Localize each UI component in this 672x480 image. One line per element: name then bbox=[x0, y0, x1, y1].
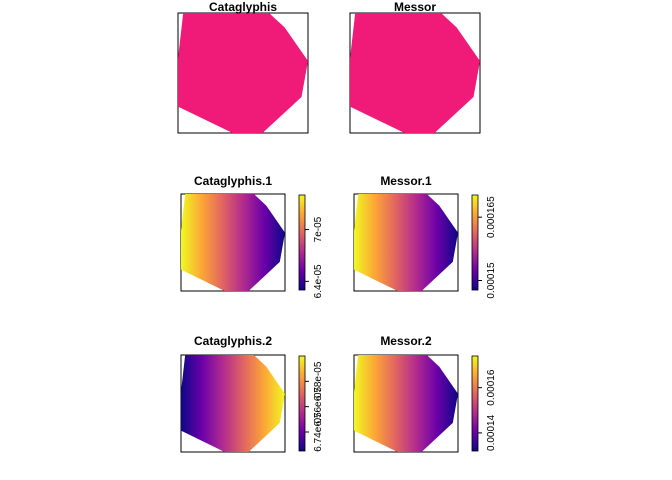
colorbar-gradient bbox=[298, 355, 306, 452]
colorbar-tick-label: 6.78e-05 bbox=[313, 361, 324, 401]
panel-messor-2: Messor.2 0.00014 0.00016 bbox=[353, 334, 497, 453]
colorbar-gradient bbox=[471, 194, 479, 291]
raster-shape bbox=[354, 194, 458, 291]
colorbar: 0.00015 0.000165 bbox=[471, 194, 497, 299]
raster-shape bbox=[181, 355, 285, 452]
raster-shape bbox=[350, 13, 480, 133]
colorbar: 6.74e-056.76e-056.78e-05 bbox=[298, 355, 324, 452]
panel-messor: Messor bbox=[349, 0, 481, 134]
colorbar-tick-label: 0.00015 bbox=[486, 262, 497, 299]
panel-messor-1: Messor.1 0.00015 0.000165 bbox=[353, 174, 497, 299]
panel-title: Messor.1 bbox=[380, 174, 432, 188]
raster-shape bbox=[354, 355, 458, 452]
panel-title: Cataglyphis bbox=[209, 0, 277, 14]
panel-title: Cataglyphis.2 bbox=[194, 334, 272, 348]
colorbar: 0.00014 0.00016 bbox=[471, 355, 497, 452]
colorbar-tick-label: 0.000165 bbox=[486, 196, 497, 238]
raster-shape bbox=[181, 194, 285, 291]
panel-cataglyphis: Cataglyphis bbox=[177, 0, 309, 134]
colorbar-tick-label: 0.00016 bbox=[486, 369, 497, 406]
colorbar-tick-label: 7e-05 bbox=[313, 216, 324, 242]
raster-shape bbox=[178, 13, 308, 133]
panel-cataglyphis-2: Cataglyphis.2 6.74e-056.76e-056.78e-05 bbox=[180, 334, 324, 453]
panel-title: Messor bbox=[394, 0, 436, 14]
colorbar-tick-label: 6.76e-05 bbox=[313, 386, 324, 426]
panel-title: Cataglyphis.1 bbox=[194, 174, 272, 188]
panel-cataglyphis-1: Cataglyphis.1 6.4e-05 7e-05 bbox=[180, 174, 324, 298]
colorbar-gradient bbox=[298, 194, 306, 291]
colorbar-gradient bbox=[471, 355, 479, 452]
colorbar-tick-label: 6.4e-05 bbox=[313, 264, 324, 298]
colorbar: 6.4e-05 7e-05 bbox=[298, 194, 324, 298]
panel-title: Messor.2 bbox=[380, 334, 432, 348]
colorbar-tick-label: 0.00014 bbox=[486, 414, 497, 451]
colorbar-tick-label: 6.74e-05 bbox=[313, 412, 324, 452]
